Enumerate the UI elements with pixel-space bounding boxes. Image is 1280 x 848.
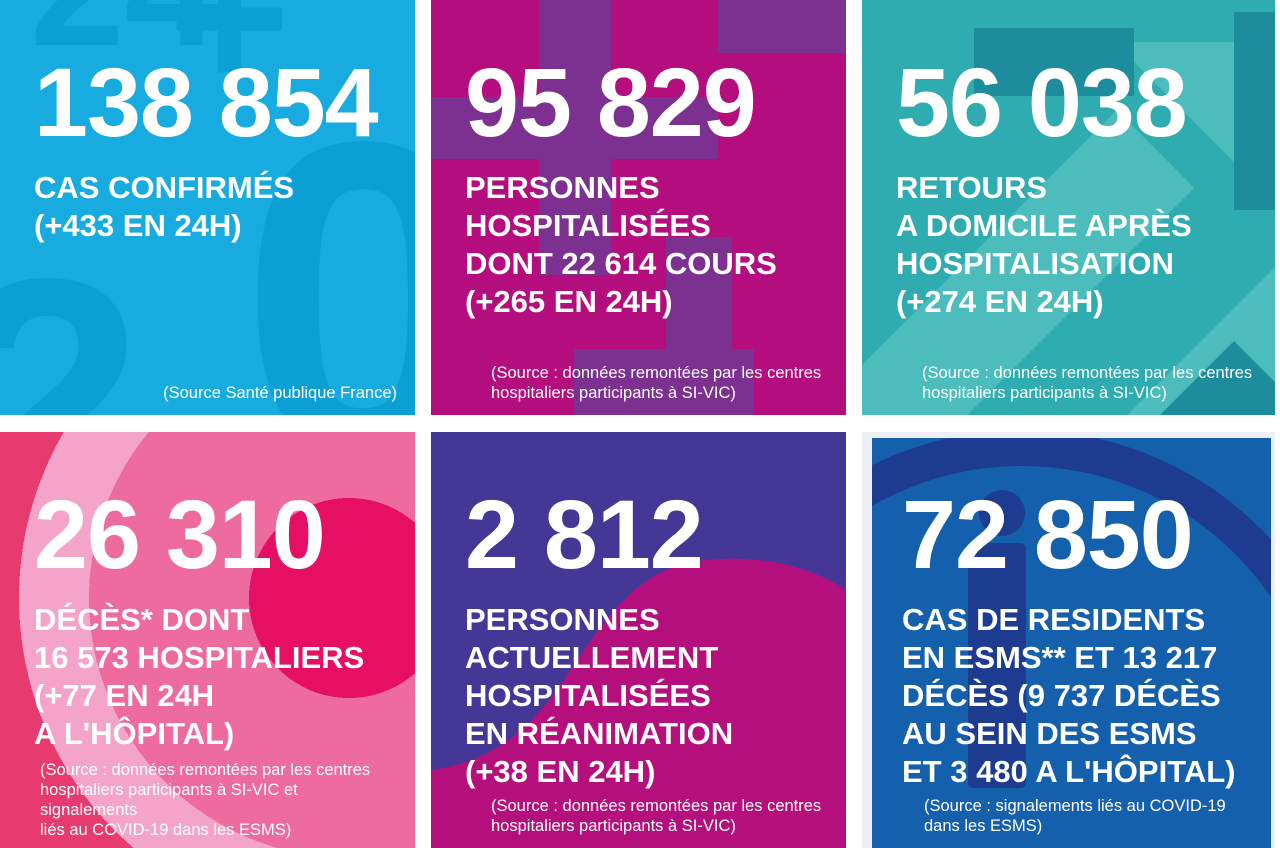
stat-label: DÉCÈS* DONT 16 573 HOSPITALIERS (+77 EN 24… xyxy=(34,601,365,751)
stat-label: PERSONNES ACTUELLEMENT HOSPITALISÉES EN RÉA… xyxy=(465,601,734,789)
source-note: (Source : données remontées par les cent… xyxy=(491,364,822,402)
stat-value: 138 854 xyxy=(34,48,379,157)
panel-cas-residents-esms: 72 850 CAS DE RESIDENTS EN ESMS** ET 13 2… xyxy=(872,438,1271,848)
panel-cas-confirmes: 24 + 2 0 138 854 CAS CONFIRMÉS(+433 EN 2… xyxy=(0,0,415,415)
stat-value: 56 038 xyxy=(896,48,1188,157)
panel-esms-frame: 72 850 CAS DE RESIDENTS EN ESMS** ET 13 2… xyxy=(862,432,1275,848)
stat-value: 26 310 xyxy=(34,480,326,589)
source-note: (Source : données remontées par les cent… xyxy=(922,364,1253,402)
source-note: (Source : signalements liés au COVID-19 d… xyxy=(924,797,1226,835)
panel-personnes-hospitalisees: 95 829 PERSONNES HOSPITALISÉES DONT 22 614… xyxy=(431,0,846,415)
panel-reanimation: 2 812 PERSONNES ACTUELLEMENT HOSPITALISÉES… xyxy=(431,432,846,848)
source-note: (Source Santé publique France) xyxy=(163,384,397,402)
stat-label: CAS CONFIRMÉS (+433 EN 24H) xyxy=(34,169,295,243)
panel-retours-domicile: 56 038 RETOURS A DOMICILE APRÈS HOSPITALIS… xyxy=(862,0,1275,415)
stat-label: PERSONNES HOSPITALISÉES DONT 22 614 COURS(… xyxy=(465,169,777,319)
stat-value: 2 812 xyxy=(465,480,704,589)
stat-value: 95 829 xyxy=(465,48,757,157)
stat-label: CAS DE RESIDENTS EN ESMS** ET 13 217 DÉCÈS… xyxy=(902,601,1236,789)
stat-value: 72 850 xyxy=(902,480,1194,589)
source-note: (Source : données remontées par les cent… xyxy=(40,761,371,839)
panel-deces: 26 310 DÉCÈS* DONT 16 573 HOSPITALIERS (+7… xyxy=(0,432,415,848)
stat-label: RETOURS A DOMICILE APRÈS HOSPITALISATION (+… xyxy=(896,169,1192,319)
source-note: (Source : données remontées par les cent… xyxy=(491,797,822,835)
